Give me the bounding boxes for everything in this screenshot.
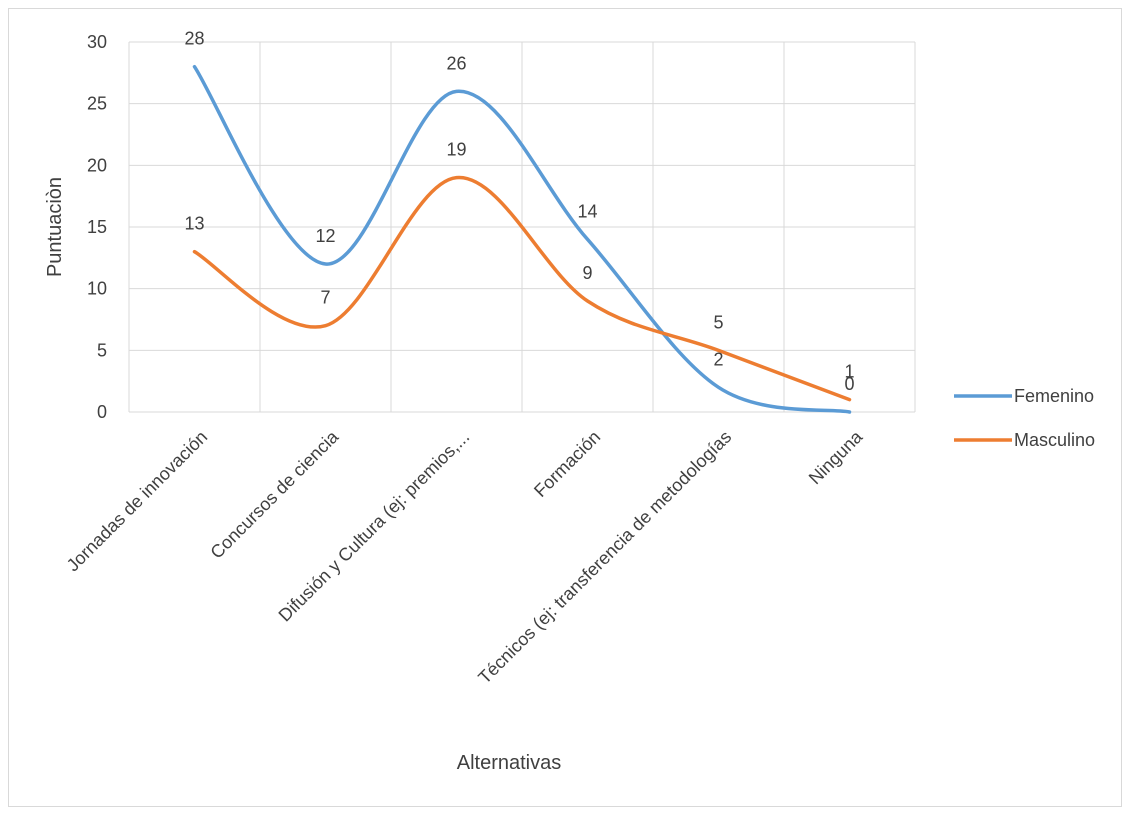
data-label-femenino: 0 — [844, 374, 854, 394]
x-axis-title: Alternativas — [457, 752, 562, 774]
data-label-masculino: 13 — [184, 214, 204, 234]
y-tick-label: 20 — [87, 155, 107, 175]
x-tick-label: Ninguna — [805, 426, 867, 488]
data-label-masculino: 7 — [320, 288, 330, 308]
y-tick-label: 15 — [87, 217, 107, 237]
y-tick-label: 5 — [97, 340, 107, 360]
x-tick-label: Formación — [530, 427, 604, 501]
y-tick-labels: 0 5 10 15 20 25 30 — [87, 32, 107, 422]
grid-layer — [128, 41, 916, 413]
data-label-masculino: 1 — [844, 362, 854, 382]
y-axis-title: Puntuaciòn — [44, 177, 66, 277]
x-tick-label: Jornadas de innovación — [63, 427, 212, 576]
x-tick-label: Concursos de ciencia — [206, 426, 343, 563]
y-tick-label: 0 — [97, 402, 107, 422]
series-line-femenino — [192, 64, 852, 414]
data-label-masculino: 19 — [446, 140, 466, 160]
data-label-femenino: 26 — [446, 53, 466, 73]
chart-frame: 0 5 10 15 20 25 30 Jornadas de innovación Concu… — [8, 8, 1122, 807]
data-label-femenino: 2 — [713, 349, 723, 369]
series-line-masculino — [192, 175, 852, 402]
data-label-masculino: 5 — [713, 312, 723, 332]
x-tick-label: Técnicos (ej: transferencia de metodolog… — [474, 427, 735, 688]
data-label-femenino: 14 — [577, 201, 597, 221]
y-tick-label: 10 — [87, 279, 107, 299]
data-label-femenino: 12 — [315, 226, 335, 246]
legend: Femenino Masculino — [954, 386, 1095, 450]
series-layer — [192, 64, 852, 414]
y-tick-label: 25 — [87, 94, 107, 114]
legend-label-femenino: Femenino — [1014, 386, 1094, 406]
data-label-femenino: 28 — [184, 29, 204, 49]
legend-label-masculino: Masculino — [1014, 430, 1095, 450]
data-labels: 28 12 26 14 2 0 13 7 19 9 5 1 — [184, 29, 854, 394]
y-tick-label: 30 — [87, 32, 107, 52]
data-label-masculino: 9 — [582, 263, 592, 283]
